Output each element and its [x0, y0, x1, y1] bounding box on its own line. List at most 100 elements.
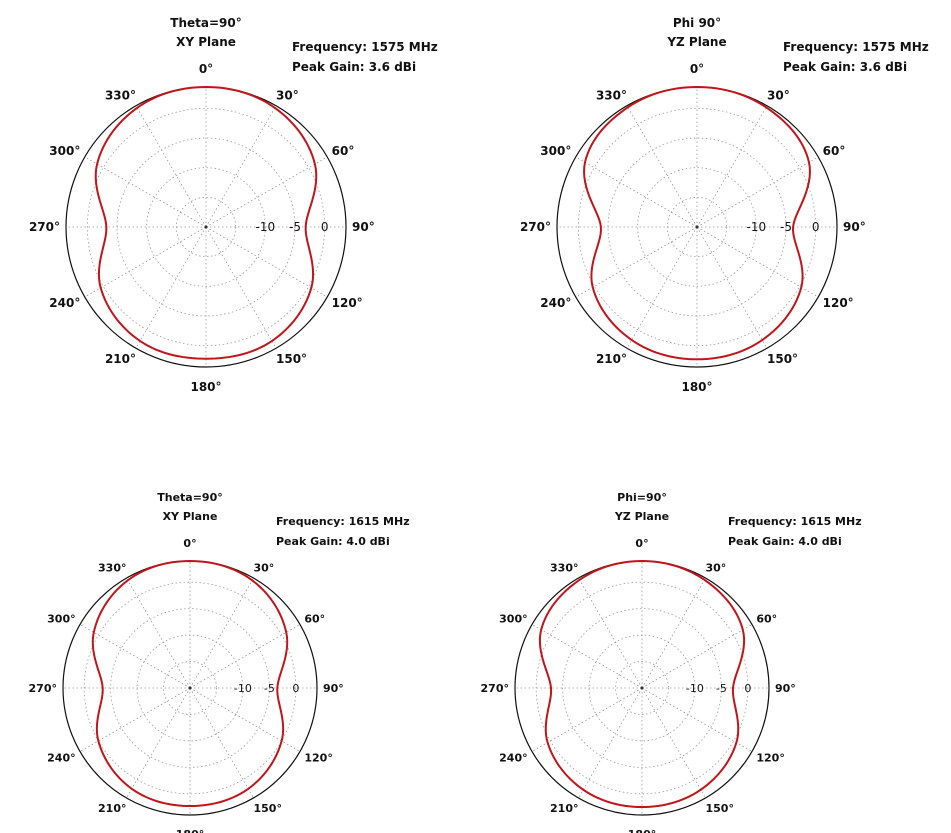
grid-spoke-330 — [578, 577, 643, 689]
chart-title: Theta=90° — [157, 491, 223, 504]
grid-spoke-30 — [205, 105, 277, 228]
grid-spoke-240 — [575, 226, 698, 298]
grid-spoke-150 — [641, 687, 706, 799]
angle-label-240: 240° — [499, 751, 527, 764]
pattern-trace — [583, 85, 811, 361]
polar-chart-2: 0° 30° 60° 90° 120° 150° 180° 210° 240° 270° 300° 3… — [520, 16, 929, 394]
center-dot — [188, 686, 192, 690]
angle-label-150: 150° — [706, 802, 734, 815]
grid-spoke-150 — [696, 226, 768, 349]
grid-spoke-210 — [135, 226, 207, 349]
radial-label-0: 0 — [321, 220, 329, 234]
grid-spoke-120 — [641, 687, 753, 752]
angle-label-30: 30° — [254, 561, 275, 574]
angle-label-90: 90° — [323, 682, 344, 695]
grid-circle-1 — [615, 661, 669, 715]
angle-label-330: 330° — [98, 561, 126, 574]
grid-spoke-120 — [189, 687, 301, 752]
grid-spoke-330 — [135, 105, 207, 228]
angle-label-240: 240° — [540, 296, 571, 310]
center-dot — [204, 225, 208, 229]
angle-label-90: 90° — [843, 220, 866, 234]
angle-label-150: 150° — [767, 352, 798, 366]
angle-label-210: 210° — [596, 352, 627, 366]
frequency-annotation: Frequency: 1575 MHz — [783, 40, 929, 54]
angle-label-0: 0° — [635, 537, 648, 550]
grid-spoke-330 — [126, 577, 191, 689]
angle-label-120: 120° — [756, 751, 784, 764]
chart-subtitle: XY Plane — [176, 35, 236, 49]
polar-chart-3: 0° 30° 60° 90° 120° 150° 180° 210° 240° 270° 300° 3… — [29, 491, 410, 833]
chart-title: Phi=90° — [617, 491, 667, 504]
angle-label-90: 90° — [352, 220, 375, 234]
angle-label-180: 180° — [681, 380, 712, 394]
chart-title: Theta=90° — [170, 16, 241, 30]
radial-label-0: 0 — [812, 220, 820, 234]
angle-label-300: 300° — [47, 612, 75, 625]
grid-circle-3 — [110, 608, 270, 768]
radial-label-0: 0 — [744, 682, 751, 695]
radial-label--5: -5 — [716, 682, 727, 695]
grid-circle-1 — [175, 196, 237, 258]
grid-spoke-60 — [641, 624, 753, 689]
polar-chart-4: 0° 30° 60° 90° 120° 150° 180° 210° 240° 270° 300° 3… — [481, 491, 862, 833]
grid-spoke-210 — [626, 226, 698, 349]
chart-title: Phi 90° — [673, 16, 721, 30]
grid-circle-1 — [163, 661, 217, 715]
grid-spoke-150 — [189, 687, 254, 799]
angle-label-240: 240° — [47, 751, 75, 764]
grid-spoke-60 — [205, 156, 328, 228]
grid-spoke-120 — [696, 226, 819, 298]
angle-label-330: 330° — [550, 561, 578, 574]
grid-circle-2 — [146, 167, 266, 287]
angle-label-90: 90° — [775, 682, 796, 695]
grid-spoke-240 — [84, 226, 207, 298]
angle-label-60: 60° — [332, 144, 355, 158]
angle-label-270: 270° — [29, 220, 60, 234]
grid-spoke-300 — [575, 156, 698, 228]
angle-label-210: 210° — [550, 802, 578, 815]
angle-label-180: 180° — [190, 380, 221, 394]
grid-circle-4 — [577, 107, 817, 347]
frequency-annotation: Frequency: 1615 MHz — [276, 515, 410, 528]
angle-label-300: 300° — [499, 612, 527, 625]
angle-label-180: 180° — [176, 828, 204, 833]
angle-label-120: 120° — [332, 296, 363, 310]
angle-label-180: 180° — [628, 828, 656, 833]
pattern-trace — [94, 85, 318, 360]
grid-circle-4 — [535, 581, 749, 795]
angle-label-150: 150° — [276, 352, 307, 366]
grid-circle-3 — [562, 608, 722, 768]
angle-label-210: 210° — [105, 352, 136, 366]
grid-circle-1 — [666, 196, 728, 258]
radial-label--5: -5 — [264, 682, 275, 695]
angle-label-30: 30° — [767, 89, 790, 103]
center-dot — [695, 225, 699, 229]
radial-label-0: 0 — [292, 682, 299, 695]
polar-chart-1: 0° 30° 60° 90° 120° 150° 180° 210° 240° 270° 300° 3… — [29, 16, 438, 394]
grid-spoke-60 — [696, 156, 819, 228]
angle-label-60: 60° — [823, 144, 846, 158]
angle-label-330: 330° — [105, 89, 136, 103]
grid-spoke-120 — [205, 226, 328, 298]
grid-spoke-210 — [126, 687, 191, 799]
angle-label-0: 0° — [690, 62, 704, 76]
grid-spoke-60 — [189, 624, 301, 689]
grid-spoke-30 — [641, 577, 706, 689]
grid-spoke-330 — [626, 105, 698, 228]
angle-label-120: 120° — [304, 751, 332, 764]
angle-label-240: 240° — [49, 296, 80, 310]
grid-circle-4 — [83, 581, 297, 795]
grid-spoke-240 — [531, 687, 643, 752]
angle-label-60: 60° — [304, 612, 325, 625]
grid-circle-4 — [86, 107, 326, 347]
angle-label-300: 300° — [49, 144, 80, 158]
grid-spoke-300 — [79, 624, 191, 689]
chart-subtitle: YZ Plane — [614, 510, 669, 523]
grid-circle-2 — [637, 167, 757, 287]
radial-label--5: -5 — [289, 220, 301, 234]
radial-label--10: -10 — [747, 220, 767, 234]
grid-spoke-30 — [696, 105, 768, 228]
grid-spoke-150 — [205, 226, 277, 349]
